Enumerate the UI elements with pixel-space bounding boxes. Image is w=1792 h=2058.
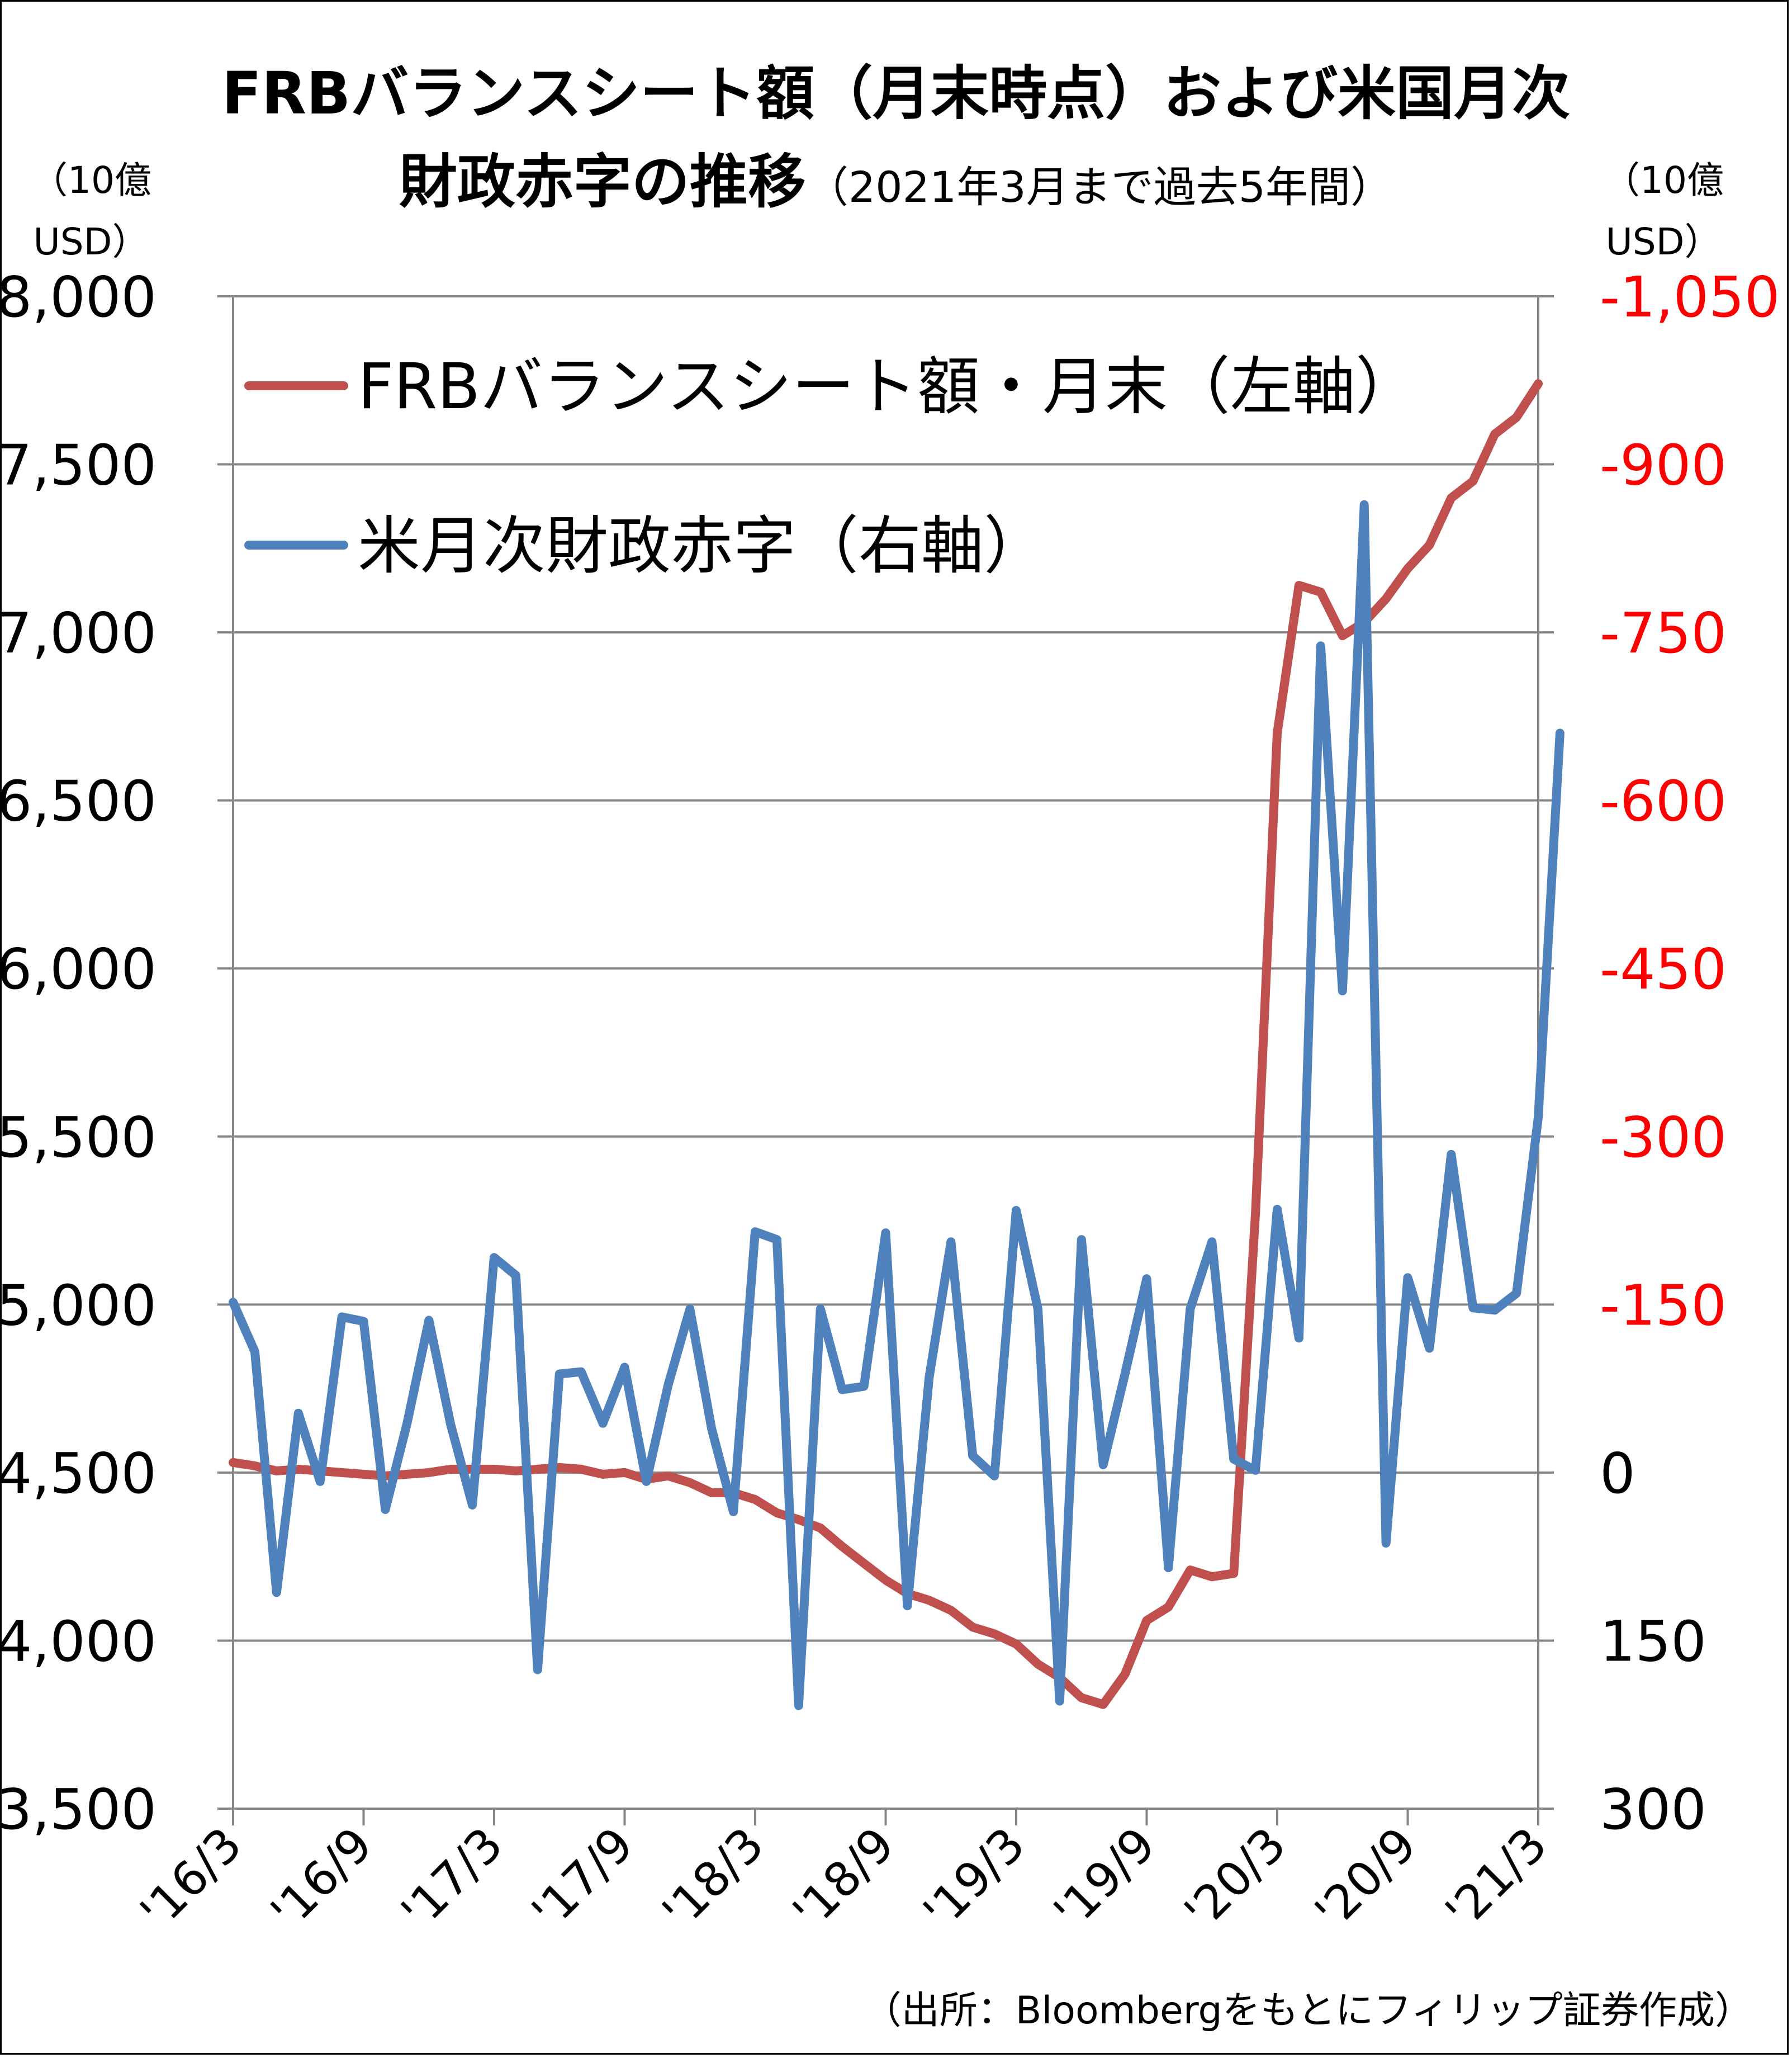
right-axis-tick-label: -900 — [1600, 433, 1727, 498]
x-axis-tick-label: '21/3 — [1435, 1817, 1557, 1939]
source-note: （出所：Bloombergをもとにフィリップ証券作成） — [863, 1989, 1753, 2033]
left-axis-tick-label: 3,500 — [0, 1777, 157, 1842]
right-axis-tick-label: -600 — [1600, 769, 1727, 834]
right-axis-tick-label: -150 — [1600, 1272, 1727, 1338]
right-axis-tick-label: 300 — [1600, 1777, 1706, 1842]
right-axis-tick-label: -1,050 — [1600, 264, 1780, 330]
left-axis-unit: （10億 USD） — [31, 150, 151, 273]
right-axis-tick-label: -750 — [1600, 600, 1727, 666]
left-axis-tick-label: 4,500 — [0, 1441, 157, 1506]
left-axis-tick-label: 4,000 — [0, 1608, 157, 1674]
legend: FRBバランスシート額・月末（左軸） 米月次財政赤字（右軸） — [244, 351, 1418, 583]
right-axis-tick-label: 150 — [1600, 1608, 1706, 1674]
right-axis-tick-label: -450 — [1600, 936, 1727, 1002]
left-axis-tick-label: 5,000 — [0, 1272, 157, 1338]
x-axis-tick-label: '16/9 — [260, 1817, 383, 1939]
chart-title-main: 財政赤字の推移 — [399, 148, 806, 216]
right-axis-tick-label: -300 — [1600, 1105, 1727, 1170]
x-axis-tick-label: '19/3 — [913, 1817, 1035, 1939]
series-lines — [229, 379, 1565, 1710]
left-axis-tick-label: 6,500 — [0, 769, 157, 834]
right-axis-tick-label: 0 — [1600, 1441, 1635, 1506]
x-axis-tick-label: '17/3 — [391, 1817, 513, 1939]
chart-title-line2: 財政赤字の推移（2021年3月まで過去5年間） — [0, 134, 1792, 219]
frb-balance-sheet-line — [229, 379, 1543, 1709]
chart-title-sub: （2021年3月まで過去5年間） — [805, 162, 1393, 212]
x-axis-tick-label: '18/3 — [652, 1817, 774, 1939]
left-axis-unit-line1: （10億 — [31, 159, 151, 202]
fiscal-deficit-line — [229, 500, 1565, 1710]
legend-label-frb: FRBバランスシート額・月末（左軸） — [358, 351, 1418, 423]
x-axis-tick-label: '17/9 — [522, 1817, 644, 1939]
x-axis-tick-label: '19/9 — [1044, 1817, 1166, 1939]
left-axis-tick-label: 5,500 — [0, 1105, 157, 1170]
x-axis-tick-label: '18/9 — [783, 1817, 905, 1939]
x-axis-tick-label: '20/3 — [1174, 1817, 1296, 1939]
left-axis-tick-label: 8,000 — [0, 264, 157, 330]
left-axis-tick-label: 6,000 — [0, 936, 157, 1002]
left-axis-unit-line2: USD） — [33, 220, 149, 263]
legend-label-deficit: 米月次財政赤字（右軸） — [358, 510, 1046, 583]
x-axis-tick-label: '20/9 — [1305, 1817, 1427, 1939]
left-axis-tick-label: 7,500 — [0, 433, 157, 498]
left-axis-tick-label: 7,000 — [0, 600, 157, 666]
right-axis-unit: （10億 USD） — [1603, 150, 1724, 273]
right-axis-unit-line1: （10億 — [1603, 159, 1724, 202]
chart-title-line1: FRBバランスシート額（月末時点）および米国月次 — [221, 59, 1571, 127]
right-axis-unit-line2: USD） — [1605, 220, 1722, 263]
